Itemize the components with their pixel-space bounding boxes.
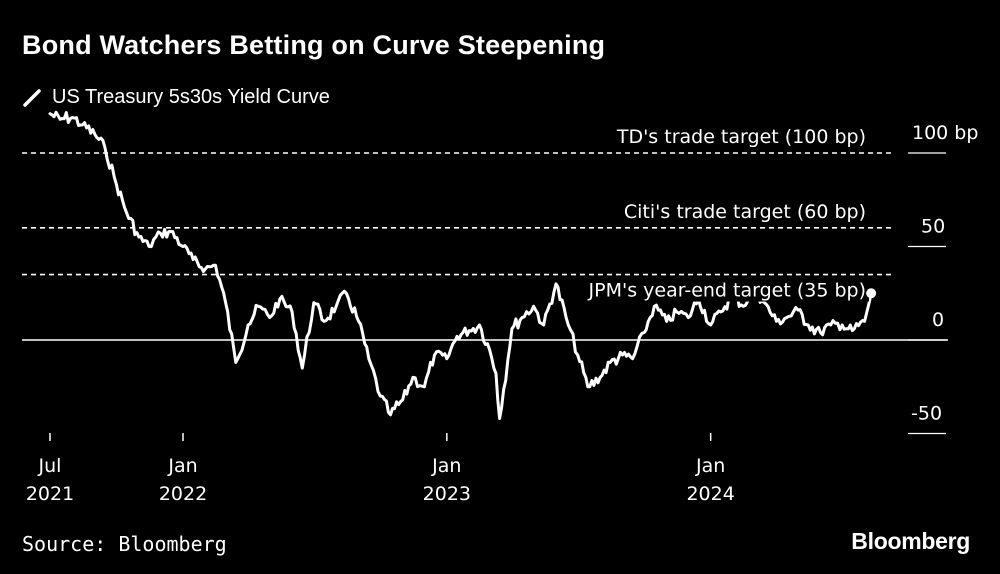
reference-label-bg-2 [620,200,869,223]
x-tick-year-3: 2023 [423,483,471,505]
reference-label-bg-1 [612,126,869,148]
x-tick-label-3: Jan [431,455,461,477]
y-tick-label-4: -50 [911,403,942,425]
x-tick-year-4: 2024 [686,483,734,505]
x-tick-label-4: Jan [695,455,725,477]
x-tick-label-2: Jan [167,455,197,477]
legend: US Treasury 5s30s Yield Curve [22,86,330,109]
reference-label-2: Citi's trade target (60 bp) [624,201,866,223]
y-tick-label-3: 0 [932,309,944,331]
y-tick-label-2: 50 [921,216,945,238]
x-tick-year-1: 2021 [26,483,74,505]
source-note: Source: Bloomberg [22,532,227,556]
legend-label: US Treasury 5s30s Yield Curve [52,86,330,108]
series-line-5s30s [48,110,873,420]
reference-label-1: TD's trade target (100 bp) [616,126,866,148]
x-tick-year-2: 2022 [159,483,207,505]
chart-title: Bond Watchers Betting on Curve Steepenin… [22,30,606,60]
legend-line-icon [22,88,42,108]
reference-label-bg-3 [584,279,869,302]
series-endpoint-marker [866,288,877,299]
bloomberg-logo: Bloomberg [851,528,970,554]
y-tick-label-1: 100 bp [912,122,978,144]
reference-label-3: JPM's year-end target (35 bp) [588,280,866,302]
x-tick-label-1: Jul [38,455,62,477]
